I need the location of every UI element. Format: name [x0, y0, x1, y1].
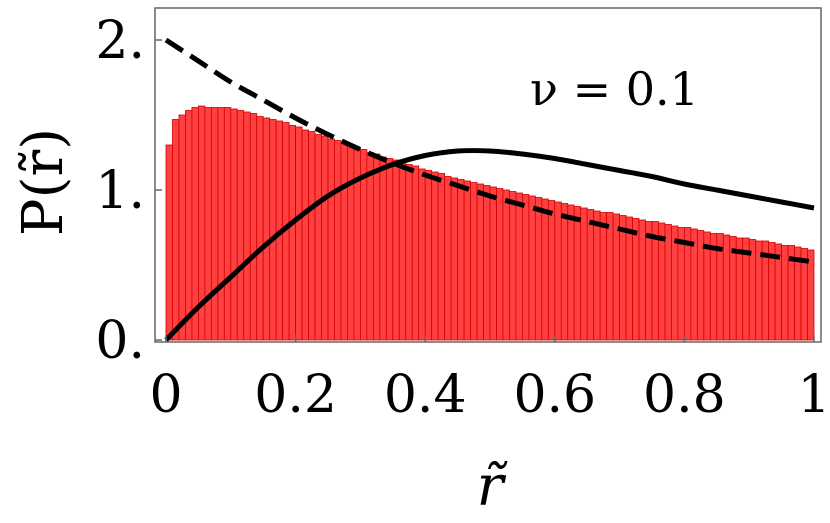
x-axis-ticks: 0 0.2 0.4 0.6 0.8 1 — [149, 335, 830, 425]
histogram-bar — [619, 215, 627, 341]
histogram-bar — [217, 107, 225, 341]
histogram-bar — [528, 195, 536, 341]
histogram-bar — [437, 173, 446, 341]
histogram-bar — [606, 212, 614, 341]
histogram-bar — [256, 116, 264, 341]
histogram-bar — [664, 224, 672, 341]
histogram-bar — [243, 111, 251, 341]
histogram-bar — [534, 197, 543, 341]
curves — [164, 37, 815, 342]
dashed-curve — [164, 37, 815, 265]
histogram-bar — [632, 218, 640, 341]
histogram-bar — [509, 191, 517, 341]
histogram-bar — [541, 198, 549, 341]
histogram-bar — [178, 114, 186, 341]
solid-curve — [164, 148, 815, 342]
histogram-bar — [204, 107, 212, 341]
histogram-bar — [288, 125, 296, 341]
histogram-bar — [210, 107, 219, 341]
histogram-bar — [580, 207, 588, 341]
histogram-bar — [301, 129, 309, 341]
histogram-bar — [515, 192, 523, 341]
histogram-bar — [573, 206, 582, 341]
histogram-bar — [489, 186, 497, 341]
y-axis-label: P(r̃) — [11, 128, 76, 236]
x-tick-label: 0 — [149, 365, 182, 425]
histogram-bar — [638, 219, 646, 341]
histogram-bar — [327, 138, 335, 341]
histogram-bar — [554, 201, 562, 341]
histogram-bar — [372, 153, 381, 341]
histogram-bar — [321, 135, 329, 341]
histogram-bar — [366, 152, 374, 341]
histogram-bars — [165, 105, 815, 341]
histogram-bar — [593, 210, 601, 341]
histogram-bar — [392, 159, 400, 341]
histogram-bar — [347, 144, 355, 341]
histogram-bar — [230, 108, 238, 341]
histogram-bar — [444, 176, 452, 341]
x-tick-label: 0.4 — [384, 365, 467, 425]
x-tick-label: 0.8 — [643, 365, 726, 425]
histogram-bar — [450, 177, 458, 341]
nu-annotation: ν = 0.1 — [530, 62, 699, 116]
histogram-bar — [236, 110, 245, 341]
histogram-bar — [385, 158, 394, 341]
histogram-bar — [625, 216, 633, 341]
histogram-bar — [522, 194, 530, 341]
y-tick-label: 0. — [95, 311, 145, 371]
histogram-bar — [612, 213, 620, 341]
x-tick-label: 0.6 — [513, 365, 596, 425]
histogram-bar — [483, 185, 491, 341]
histogram-bar — [340, 143, 348, 341]
histogram-bar — [379, 156, 387, 341]
histogram-bar — [645, 221, 653, 341]
histogram-bar — [722, 234, 731, 341]
histogram-bar — [262, 117, 271, 341]
histogram-bar — [295, 126, 303, 341]
histogram-bar — [249, 113, 258, 341]
histogram-bar — [431, 171, 439, 341]
histogram-bar — [314, 134, 322, 341]
histogram-bar — [599, 212, 608, 341]
histogram-bar — [476, 183, 484, 341]
x-tick-label: 0.2 — [254, 365, 337, 425]
y-axis-ticks: 0. 1. 2. — [95, 11, 162, 371]
histogram-bar — [567, 204, 575, 341]
x-axis-label: r̃ — [477, 454, 509, 519]
histogram-bar — [411, 165, 420, 341]
histogram-bar — [502, 189, 510, 341]
y-tick-label: 1. — [95, 161, 145, 221]
plot-frame — [154, 7, 822, 343]
histogram-bar — [418, 168, 426, 341]
histogram-bar — [223, 107, 232, 341]
histogram-bar — [424, 170, 433, 341]
histogram-bar — [172, 119, 180, 341]
histogram-bar — [165, 144, 173, 341]
histogram-bar — [781, 245, 789, 341]
histogram-bar — [463, 180, 471, 341]
x-tick-label: 1 — [797, 365, 830, 425]
y-tick-label: 2. — [95, 11, 145, 71]
histogram-bar — [185, 110, 193, 341]
histogram-bar — [496, 188, 504, 341]
histogram-bar — [560, 203, 569, 341]
histogram-bar — [334, 140, 342, 341]
histogram-bar — [457, 179, 465, 341]
histogram-bar — [269, 119, 277, 341]
histogram-bar — [470, 182, 478, 341]
histogram-bar — [807, 249, 815, 341]
histogram-bar — [308, 131, 316, 341]
histogram-bar — [398, 162, 407, 341]
histogram-bar — [405, 164, 413, 341]
histogram-bar — [586, 209, 595, 341]
histogram-bar — [547, 200, 556, 341]
